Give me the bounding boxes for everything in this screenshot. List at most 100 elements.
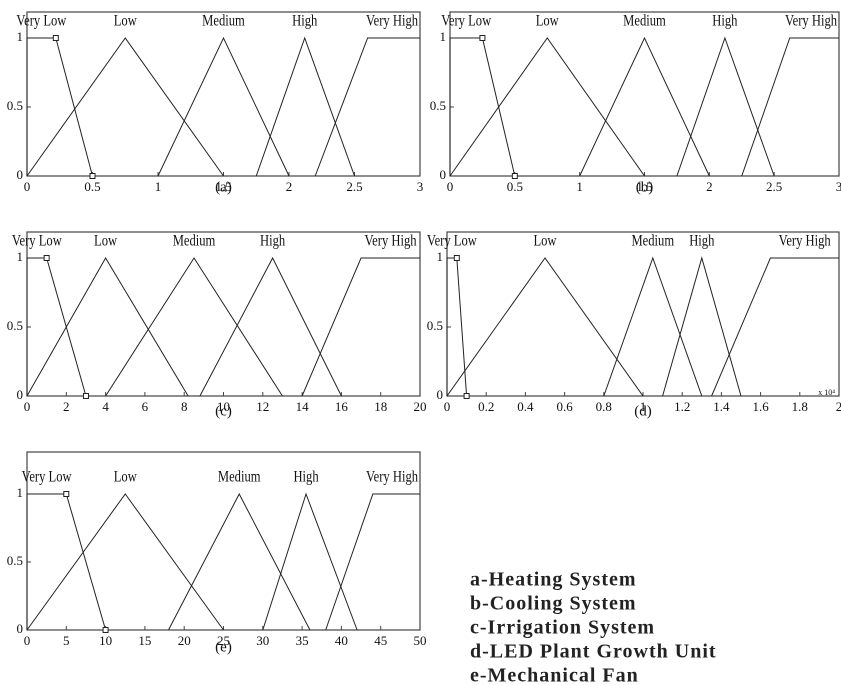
x-tick-label: 0.5 [84,179,100,194]
series-label: Medium [623,12,666,30]
y-tick-label: 0 [17,621,24,636]
x-tick-label: 1.8 [792,399,808,414]
x-tick-label: 0.2 [478,399,494,414]
x-tick-label: 12 [256,399,269,414]
x-tick-label: 30 [256,633,269,648]
x-tick-label: 0 [24,399,31,414]
membership-line [446,257,644,397]
x-tick-label: 10 [217,399,230,414]
x-tick-label: 1 [576,179,583,194]
x-tick-label: 2 [286,179,293,194]
y-tick-label: 1 [437,249,444,264]
membership-line [325,493,420,631]
y-tick-label: 1 [17,29,24,44]
x-tick-label: 50 [414,633,427,648]
membership-line [603,256,703,397]
marker [43,255,50,261]
series-label: High [293,468,319,486]
panel-caption: (d) [634,403,652,419]
membership-line [301,257,420,397]
y-tick-label: 0.5 [7,318,23,333]
y-tick-label: 0.5 [7,98,23,113]
panel-caption: (e) [215,639,232,655]
x-tick-label: 16 [335,399,349,414]
membership-line [314,37,420,177]
legend-text: b-Cooling System [470,593,637,615]
membership-line [26,257,87,397]
membership-line [262,492,358,631]
series-label: Very High [779,232,832,250]
series-label: Low [114,468,138,486]
y-tick-label: 0.5 [430,98,446,113]
marker [463,393,470,399]
membership-line [199,256,342,397]
x-tick-label: 40 [335,633,348,648]
x-tick-label: 14 [296,399,310,414]
y-tick-label: 0.5 [7,553,23,568]
membership-line [168,492,311,631]
membership-line [26,493,107,631]
x-tick-label: 1.2 [674,399,690,414]
x-tick-label: 2.5 [346,179,362,194]
series-label: Very Low [441,12,491,30]
series-label: Very Low [22,468,72,486]
series-label: Very High [366,468,419,486]
series-label: Very Low [12,232,62,250]
x-tick-label: 0.5 [507,179,523,194]
membership-line [26,37,224,177]
x-tick-label: 35 [296,633,309,648]
x-tick-label: 0 [24,633,31,648]
y-tick-label: 1 [440,29,447,44]
marker [511,173,518,179]
marker [52,35,59,41]
panel-caption: (a) [215,179,232,195]
marker [63,491,70,497]
series-label: Low [114,12,138,30]
legend-text: c-Irrigation System [470,617,655,639]
x-tick-label: 3 [417,179,424,194]
y-tick-label: 0 [440,167,447,182]
legend-text: a-Heating System [470,569,637,591]
x-tick-label: 6 [142,399,149,414]
panel-caption: (b) [636,179,654,195]
membership-line [449,37,645,177]
x-tick-label: 3 [836,179,841,194]
series-label: Medium [173,232,216,250]
x-tick-label: 18 [374,399,387,414]
panel-caption: (c) [215,403,232,419]
marker [479,35,486,41]
series-label: Medium [202,12,245,30]
y-tick-label: 1 [17,485,24,500]
x-tick-label: 4 [102,399,109,414]
series-label: High [689,232,715,250]
x-tick-label: 0.8 [596,399,612,414]
x-tick-label: 2 [63,399,70,414]
x-tick-label: 1.4 [713,399,730,414]
x-tick-label: 1.6 [752,399,769,414]
x-tick-label: 15 [138,633,151,648]
x-tick-label: 8 [181,399,188,414]
membership-line [449,37,516,177]
marker [89,173,96,179]
membership-line [26,257,189,397]
x-tick-label: 0.6 [556,399,573,414]
series-label: High [712,12,738,30]
x-tick-label: 0.4 [517,399,534,414]
x-tick-label: 20 [178,633,191,648]
marker [82,393,89,399]
series-label: Medium [631,232,674,250]
membership-line [26,493,224,631]
x-tick-label: 0 [24,179,31,194]
membership-line [579,36,710,177]
series-label: High [260,232,286,250]
y-tick-label: 0 [437,387,444,402]
membership-line [26,37,93,177]
legend-text: e-Mechanical Fan [470,665,639,685]
series-label: Very High [364,232,417,250]
x-tick-label: 0 [444,399,451,414]
x-tick-label: 45 [374,633,387,648]
x-tick-label: 1.5 [215,179,231,194]
series-label: Medium [218,468,261,486]
x-tick-label: 0 [447,179,454,194]
x-tick-label: 25 [217,633,230,648]
